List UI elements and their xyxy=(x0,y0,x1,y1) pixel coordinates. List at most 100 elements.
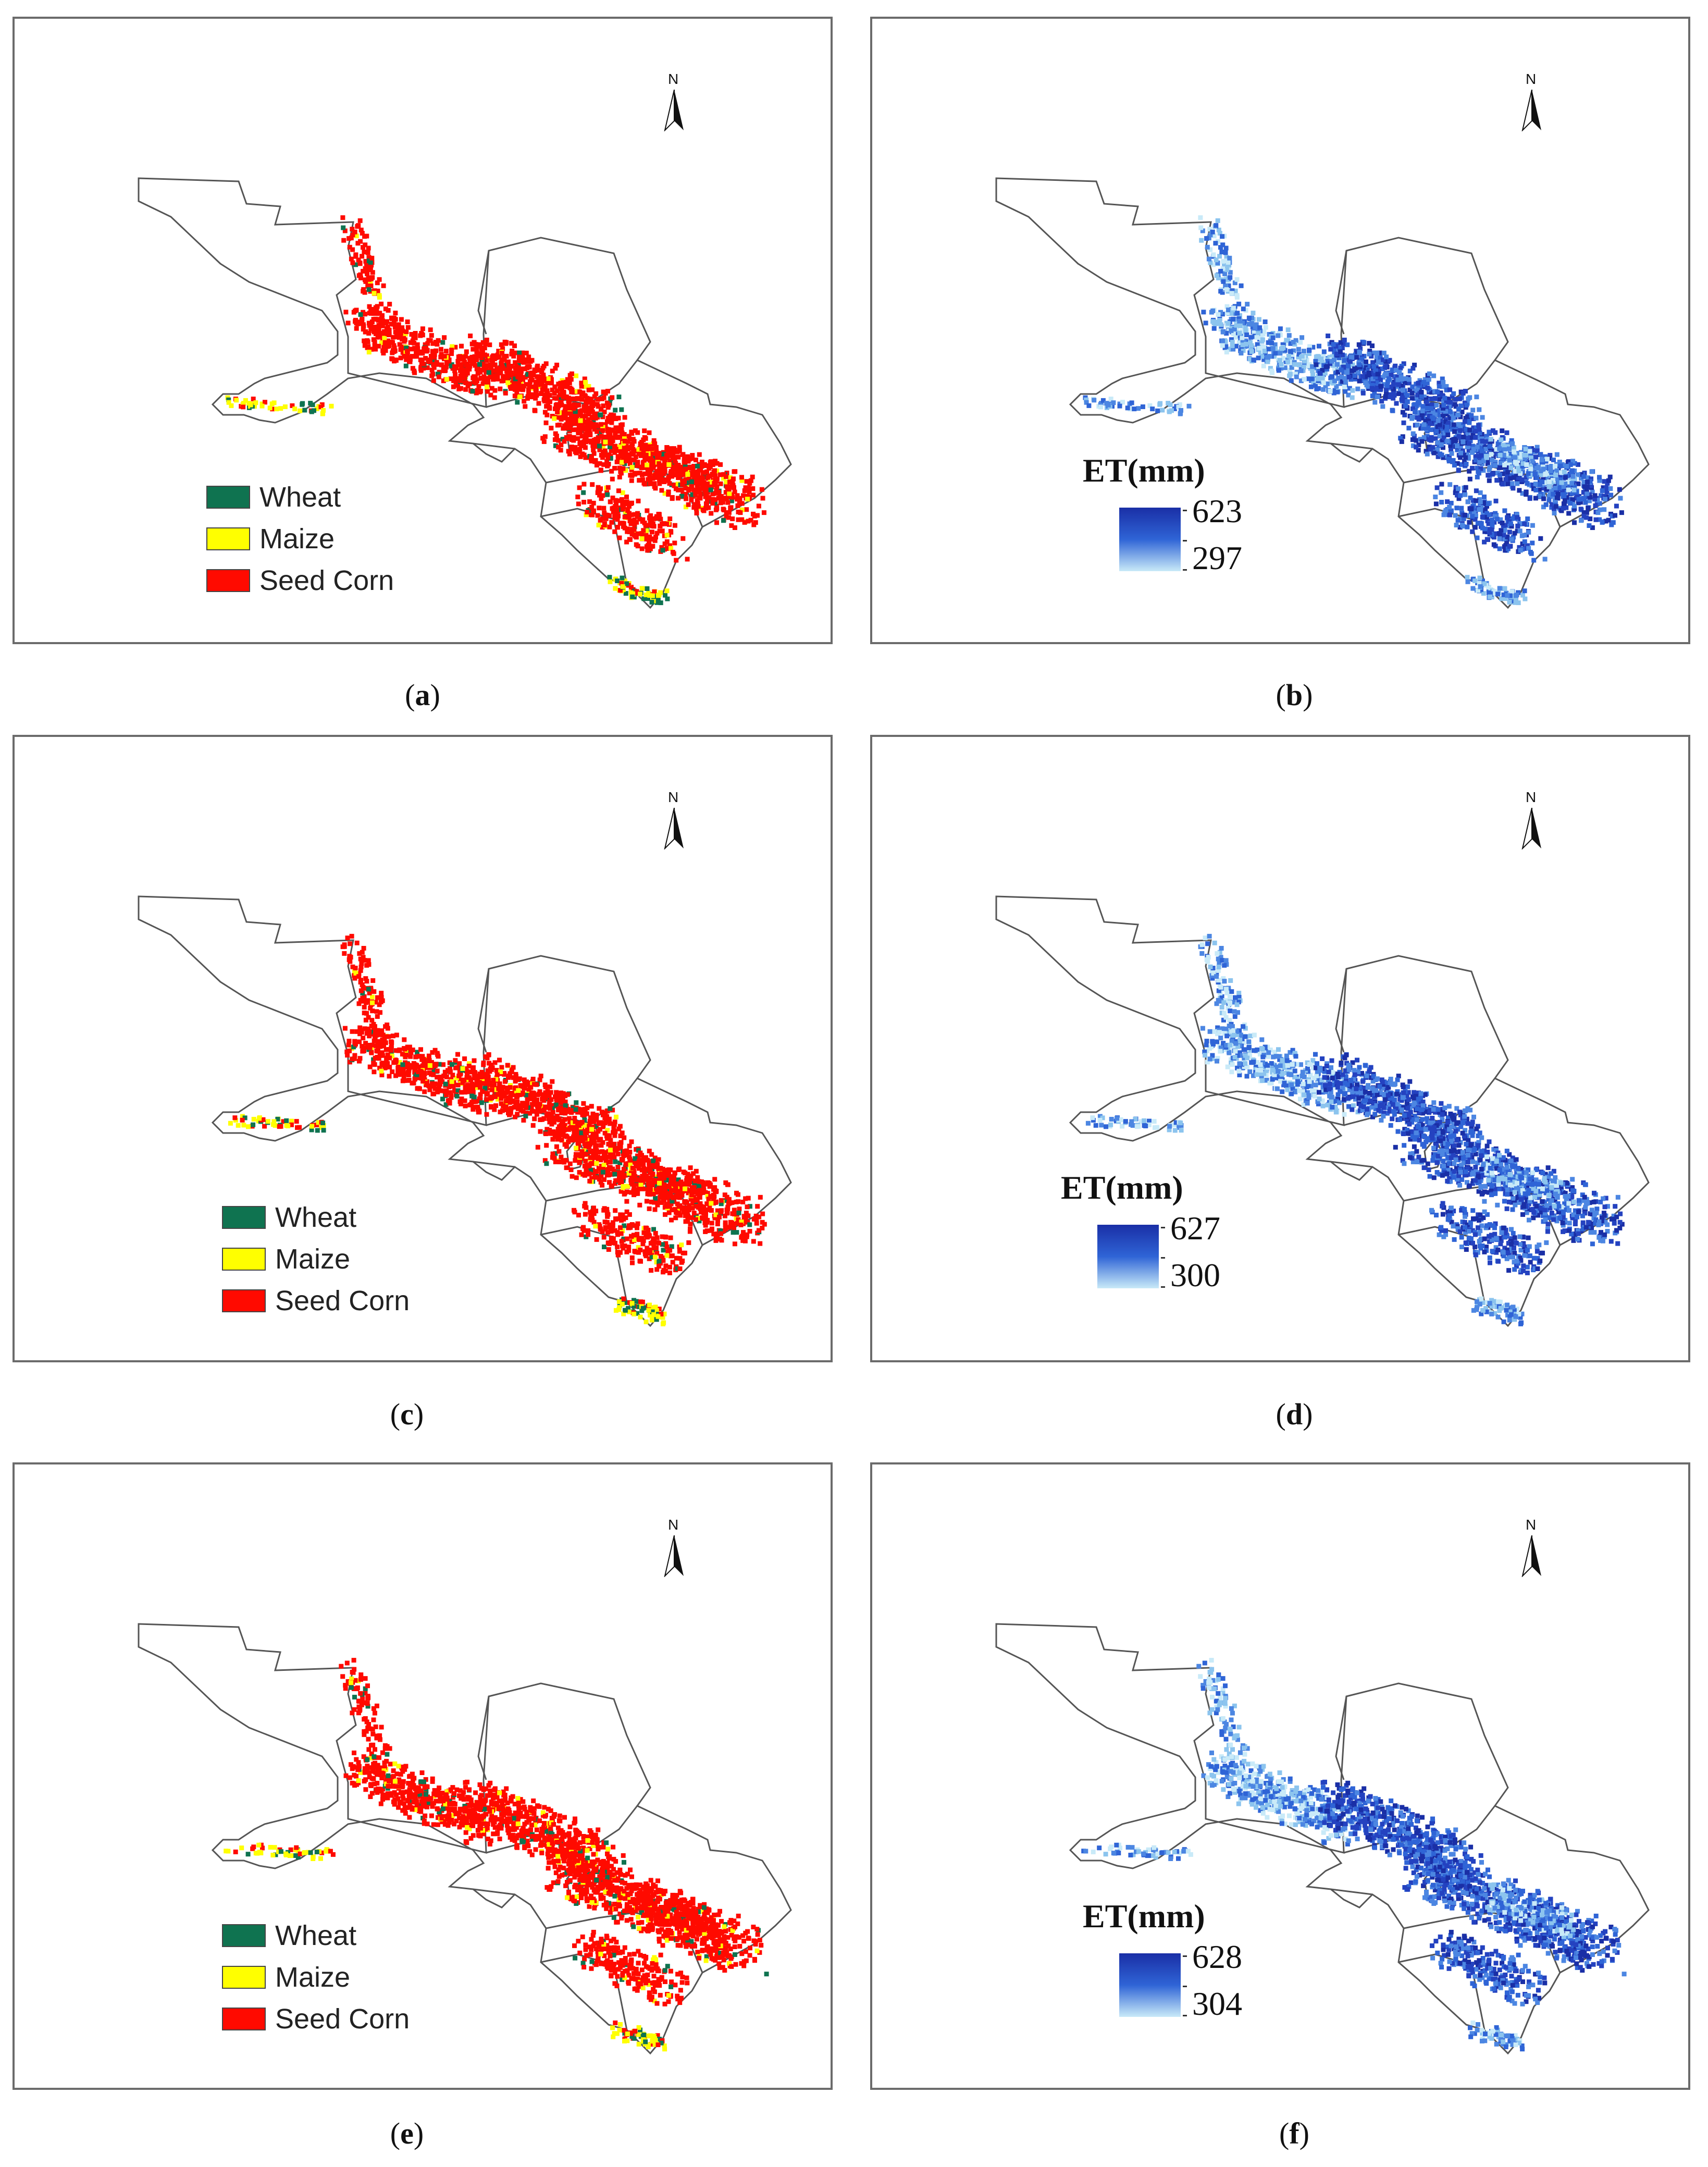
crop-pixel xyxy=(417,1075,422,1080)
crop-pixel xyxy=(356,273,362,278)
crop-pixel xyxy=(477,351,482,356)
et-pixel xyxy=(1220,329,1226,335)
crop-pixel xyxy=(759,487,764,492)
crop-pixel xyxy=(620,575,625,581)
et-pixel xyxy=(1278,351,1283,356)
crop-pixel xyxy=(642,428,647,434)
et-pixel xyxy=(1490,472,1495,477)
et-pixel xyxy=(1380,366,1385,372)
crop-pixel xyxy=(659,545,664,550)
et-pixel xyxy=(1523,447,1528,452)
et-pixel xyxy=(1288,350,1293,355)
et-pixel xyxy=(1249,321,1254,326)
crop-pixel xyxy=(412,1069,417,1075)
et-pixel xyxy=(1211,233,1217,239)
crop-pixel xyxy=(423,356,428,361)
crop-pixel xyxy=(635,511,640,516)
et-pixel xyxy=(1467,520,1472,525)
crop-pixel xyxy=(464,349,469,354)
et-pixel xyxy=(1448,400,1453,405)
crop-pixel xyxy=(692,502,697,507)
crop-pixel xyxy=(629,467,634,472)
crop-pixel xyxy=(358,275,363,280)
et-pixel xyxy=(1507,600,1512,605)
crop-pixel xyxy=(620,507,625,512)
crop-pixel xyxy=(385,1061,390,1066)
et-pixel xyxy=(1555,491,1561,497)
crop-pixel xyxy=(576,501,581,507)
crop-pixel xyxy=(598,468,603,473)
et-pixel xyxy=(1543,454,1548,459)
crop-legend: Wheat Maize Seed Corn xyxy=(196,467,405,610)
et-pixel xyxy=(1284,338,1289,343)
crop-pixel xyxy=(429,367,435,373)
et-pixel xyxy=(1453,397,1458,402)
crop-pixel xyxy=(314,406,319,411)
et-pixel xyxy=(1390,367,1395,373)
crop-pixel xyxy=(649,530,654,535)
crop-pixel xyxy=(352,1053,357,1058)
et-pixel xyxy=(1470,450,1475,455)
crop-pixel xyxy=(524,350,529,355)
crop-pixel xyxy=(474,349,479,354)
et-pixel xyxy=(1378,384,1383,389)
crop-pixel xyxy=(596,523,601,527)
et-pixel xyxy=(1356,342,1362,347)
et-pixel xyxy=(1384,390,1389,395)
crop-pixel xyxy=(376,323,381,328)
et-pixel xyxy=(1310,344,1316,350)
et-pixel xyxy=(1212,321,1218,326)
et-pixel xyxy=(1503,477,1508,482)
crop-pixel xyxy=(492,395,497,400)
crop-pixel xyxy=(634,589,639,594)
et-pixel xyxy=(1306,376,1311,381)
et-pixel xyxy=(1501,452,1506,458)
crop-pixel xyxy=(514,390,519,396)
et-pixel xyxy=(1342,376,1347,381)
crop-pixel xyxy=(400,1052,405,1057)
et-pixel xyxy=(1375,350,1380,355)
et-pixel xyxy=(1437,380,1442,386)
crop-pixel xyxy=(717,494,722,499)
et-pixel xyxy=(1440,376,1445,381)
crop-pixel xyxy=(503,390,508,396)
et-pixel xyxy=(1301,349,1306,354)
crop-pixel xyxy=(504,368,509,374)
crop-pixel xyxy=(579,434,585,439)
et-pixel xyxy=(1108,397,1113,401)
crop-pixel xyxy=(607,524,612,530)
crop-pixel xyxy=(379,301,384,306)
crop-pixel xyxy=(226,400,231,405)
et-tick xyxy=(1183,510,1187,511)
et-pixel xyxy=(1485,437,1490,441)
crop-pixel xyxy=(361,327,366,332)
et-pixel xyxy=(1444,384,1449,389)
et-pixel xyxy=(1485,461,1490,466)
crop-pixel xyxy=(657,515,662,520)
et-pixel xyxy=(1425,451,1430,457)
crop-pixel xyxy=(742,488,747,493)
crop-pixel xyxy=(632,518,637,523)
crop-pixel xyxy=(682,479,687,484)
et-pixel xyxy=(1493,460,1498,465)
et-pixel xyxy=(1436,412,1441,417)
et-pixel xyxy=(1551,458,1556,462)
crop-pixel xyxy=(689,497,694,502)
et-pixel xyxy=(1378,359,1383,364)
et-pixel xyxy=(1341,369,1346,374)
crop-pixel xyxy=(730,479,735,484)
et-pixel xyxy=(1484,504,1489,509)
et-pixel xyxy=(1198,215,1203,220)
crop-pixel xyxy=(358,965,364,969)
et-pixel xyxy=(1267,354,1272,359)
crop-pixel xyxy=(442,354,447,359)
et-pixel xyxy=(1579,472,1584,477)
et-pixel xyxy=(1553,485,1558,490)
crop-pixel xyxy=(345,1053,350,1058)
crop-pixel xyxy=(580,418,586,424)
et-pixel xyxy=(1471,510,1477,515)
et-pixel xyxy=(1203,321,1208,326)
et-pixel xyxy=(1084,397,1089,402)
et-pixel xyxy=(1445,433,1451,437)
et-pixel xyxy=(1357,378,1362,384)
